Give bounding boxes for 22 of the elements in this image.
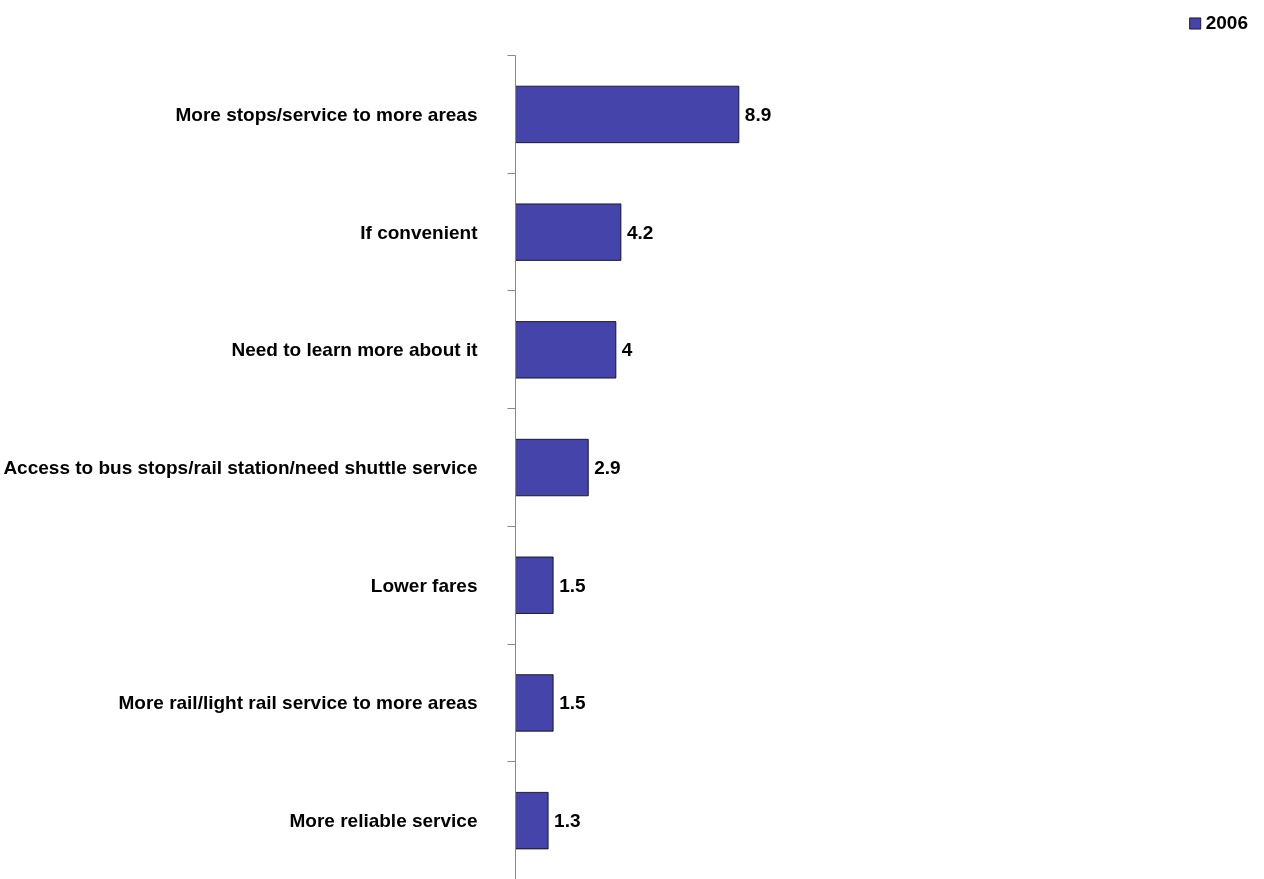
bar [515,85,740,144]
y-tick-label: More rail/light rail service to more areas [118,692,478,714]
data-label: 4.2 [626,221,654,243]
y-tick-label: Lower fares [370,574,478,596]
data-label: 8.9 [744,103,772,125]
y-tick-label: More reliable service [289,810,478,832]
y-tick-label: Access to bus stops/rail station/need shuttle service [3,457,478,479]
legend-label: 2006 [1205,12,1248,34]
y-tick-label: More stops/service to more areas [175,103,478,125]
bar [515,792,549,850]
data-label: 4 [621,339,633,361]
data-label: 2.9 [594,457,621,479]
y-tick-label: If convenient [360,221,479,243]
bar [515,556,554,614]
bar [515,438,589,497]
data-label: 1.3 [554,810,581,832]
bar [515,674,554,732]
bar [515,203,622,261]
y-tick-label: Need to learn more about it [231,339,479,361]
bar [515,321,617,379]
data-label: 1.5 [559,574,586,596]
data-label: 1.5 [559,692,586,714]
